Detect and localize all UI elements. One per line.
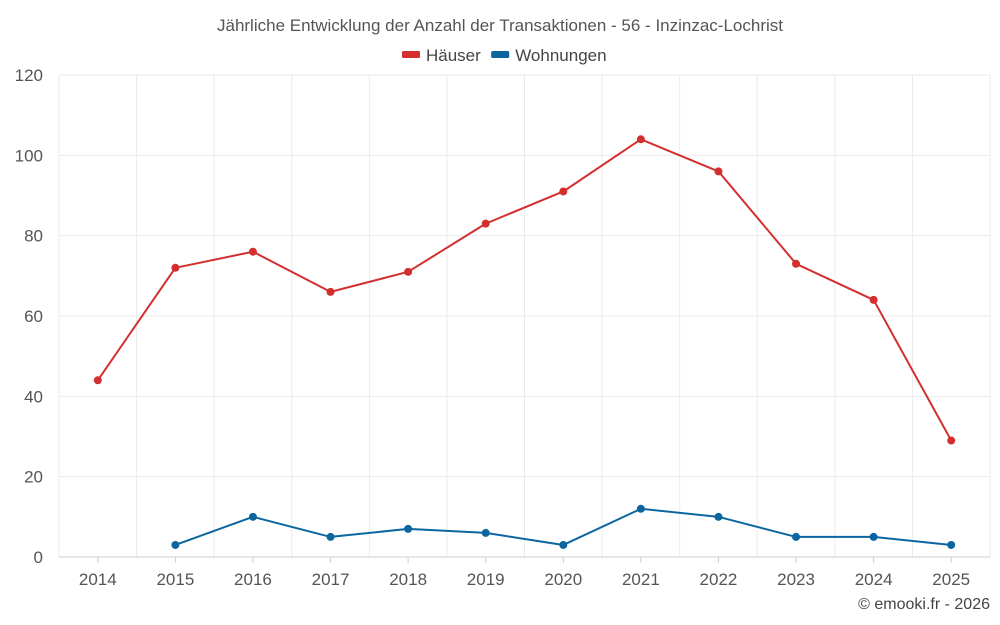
x-tick-label: 2016 bbox=[234, 570, 272, 589]
y-tick-label: 40 bbox=[24, 387, 43, 406]
data-point-wohnungen[interactable] bbox=[636, 504, 645, 513]
y-tick-label: 20 bbox=[24, 468, 43, 487]
series-line-haeuser bbox=[96, 138, 953, 441]
y-tick-label: 0 bbox=[34, 548, 43, 567]
legend-swatch bbox=[402, 51, 420, 58]
x-tick-label: 2015 bbox=[156, 570, 194, 589]
data-point-wohnungen[interactable] bbox=[404, 524, 413, 533]
data-point-haeuser[interactable] bbox=[636, 135, 645, 144]
data-point-haeuser[interactable] bbox=[714, 167, 723, 176]
data-point-haeuser[interactable] bbox=[404, 267, 413, 276]
data-point-wohnungen[interactable] bbox=[559, 540, 568, 549]
data-point-wohnungen[interactable] bbox=[481, 528, 490, 537]
legend-item-haeuser[interactable]: Häuser bbox=[402, 46, 481, 65]
y-tick-label: 120 bbox=[15, 66, 43, 85]
data-point-haeuser[interactable] bbox=[559, 187, 568, 196]
x-tick-label: 2017 bbox=[312, 570, 350, 589]
y-tick-label: 100 bbox=[15, 146, 43, 165]
data-point-wohnungen[interactable] bbox=[947, 540, 956, 549]
axes: 0 20 40 60 80 100 120 2014 2015 2016 2017 2018 2019 2… bbox=[15, 66, 990, 589]
x-tick-label: 2023 bbox=[777, 570, 815, 589]
credit-text: © emooki.fr - 2026 bbox=[858, 596, 990, 613]
legend-label: Wohnungen bbox=[515, 46, 606, 65]
legend-label: Häuser bbox=[426, 46, 481, 65]
data-point-haeuser[interactable] bbox=[481, 219, 490, 228]
x-tick-label: 2020 bbox=[544, 570, 582, 589]
legend[interactable]: Häuser Wohnungen bbox=[402, 46, 607, 65]
data-point-wohnungen[interactable] bbox=[171, 540, 180, 549]
y-tick-label: 80 bbox=[24, 227, 43, 246]
data-points bbox=[93, 135, 956, 549]
data-point-haeuser[interactable] bbox=[171, 263, 180, 272]
data-point-wohnungen[interactable] bbox=[326, 532, 335, 541]
legend-swatch bbox=[491, 51, 510, 58]
data-point-haeuser[interactable] bbox=[326, 287, 335, 296]
x-tick-label: 2025 bbox=[932, 570, 970, 589]
x-tick-label: 2019 bbox=[467, 570, 505, 589]
legend-item-wohnungen[interactable]: Wohnungen bbox=[491, 46, 607, 65]
y-tick-label: 60 bbox=[24, 307, 43, 326]
x-tick-label: 2024 bbox=[855, 570, 893, 589]
data-point-wohnungen[interactable] bbox=[248, 512, 257, 521]
x-tick-label: 2018 bbox=[389, 570, 427, 589]
data-point-wohnungen[interactable] bbox=[869, 532, 878, 541]
data-point-haeuser[interactable] bbox=[947, 436, 956, 445]
x-tick-label: 2021 bbox=[622, 570, 660, 589]
grid-lines bbox=[58, 74, 991, 557]
data-point-wohnungen[interactable] bbox=[714, 512, 723, 521]
data-point-haeuser[interactable] bbox=[93, 376, 102, 385]
data-point-haeuser[interactable] bbox=[792, 259, 801, 268]
data-point-haeuser[interactable] bbox=[869, 295, 878, 304]
data-point-haeuser[interactable] bbox=[248, 247, 257, 256]
chart-title: Jährliche Entwicklung der Anzahl der Tra… bbox=[217, 16, 783, 35]
x-tick-label: 2022 bbox=[700, 570, 738, 589]
data-point-wohnungen[interactable] bbox=[792, 532, 801, 541]
x-tick-label: 2014 bbox=[79, 570, 117, 589]
